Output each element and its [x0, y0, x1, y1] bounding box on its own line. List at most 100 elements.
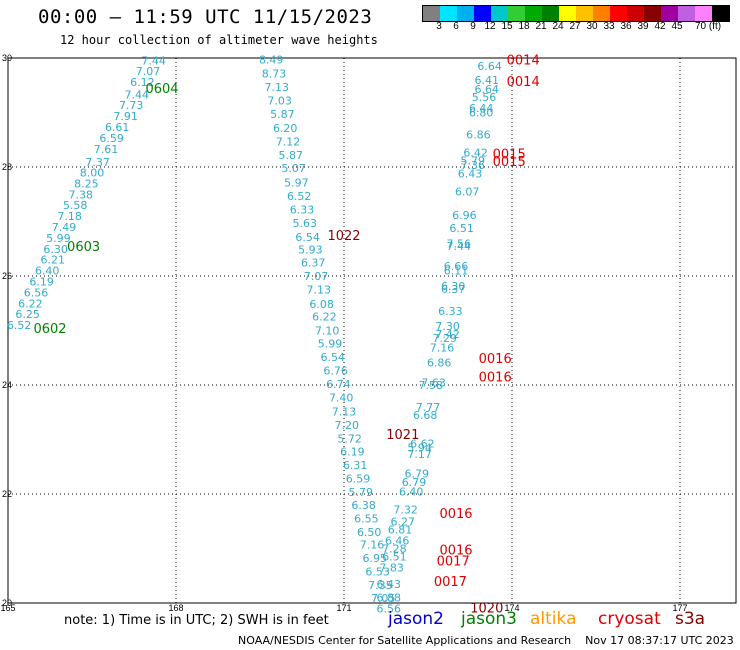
legend-swatch [712, 6, 729, 21]
wave-height-label: 6.40 [35, 265, 60, 278]
wave-height-label: 5.58 [63, 199, 88, 212]
wave-height-label: 5.79 [461, 154, 486, 167]
wave-height-label: 6.95 [363, 552, 388, 565]
wave-height-label: 7.30 [435, 320, 460, 333]
wave-height-label: 6.80 [469, 107, 494, 120]
wave-height-label: 6.43 [458, 168, 483, 181]
wave-height-label: 6.19 [29, 275, 54, 288]
chart-title: 00:00 – 11:59 UTC 11/15/2023 [38, 6, 373, 28]
wave-height-label: 6.43 [377, 578, 402, 591]
legend-tick-label: 18 [518, 21, 530, 32]
wave-height-label: 7.44 [447, 240, 472, 253]
legend-swatch [542, 6, 559, 21]
wave-height-label: 7.13 [265, 81, 290, 94]
wave-height-label: 6.46 [385, 534, 410, 547]
wave-height-label: 6.51 [449, 222, 474, 235]
wave-height-label: 6.22 [312, 310, 337, 323]
satellite-jason3: jason3 [461, 609, 517, 629]
wave-height-label: 5.87 [270, 108, 295, 121]
wave-height-label: 7.61 [94, 143, 119, 156]
pass-time-label: 0016 [479, 352, 512, 367]
wave-height-label: 7.38 [69, 188, 94, 201]
y-tick-label: 24 [2, 380, 12, 390]
wave-height-label: 7.10 [315, 325, 340, 338]
wave-height-label: 8.49 [259, 54, 284, 67]
pass-time-label: 0015 [493, 147, 526, 162]
wave-height-label: 6.52 [7, 319, 32, 332]
x-tick-label: 177 [672, 603, 687, 613]
pass-time-label: 0016 [439, 507, 472, 522]
wave-height-label: 7.36 [461, 159, 486, 172]
wave-height-label: 6.20 [273, 122, 298, 135]
wave-height-label: 7.40 [329, 392, 354, 405]
wave-height-label: 5.93 [298, 243, 323, 256]
wave-height-label: 6.27 [391, 515, 416, 528]
pass-time-label: 0017 [434, 575, 467, 590]
wave-height-label: 7.44 [125, 89, 150, 102]
legend-tick-label: 15 [501, 21, 513, 32]
pass-time-label: 0014 [507, 54, 540, 69]
legend-tick-label: 33 [603, 21, 615, 32]
wave-height-label: 6.59 [99, 132, 124, 145]
legend-tick-label: 6 [453, 21, 459, 32]
x-tick-label: 171 [336, 603, 351, 613]
wave-height-label: 7.37 [85, 156, 110, 169]
legend-tick-label: 9 [470, 21, 476, 32]
pass-time-label: 0602 [33, 322, 66, 337]
pass-time-label: 1022 [327, 229, 360, 244]
wave-height-label: 6.76 [323, 364, 348, 377]
wave-height-label: 8.25 [74, 177, 99, 190]
y-tick-label: 20 [2, 598, 12, 608]
legend-swatch [695, 6, 712, 21]
wave-height-label: 6.30 [441, 280, 466, 293]
y-tick-label: 22 [2, 489, 12, 499]
wave-height-label: 6.08 [309, 298, 334, 311]
wave-height-label: 7.83 [379, 562, 404, 575]
legend-swatch [644, 6, 661, 21]
legend-tick-label: 45 [671, 21, 683, 32]
wave-height-label: 6.30 [43, 243, 68, 256]
wave-height-label: 7.07 [136, 65, 161, 78]
y-tick-label: 30 [2, 53, 12, 63]
legend-swatch [474, 6, 491, 21]
wave-height-label: 5.63 [293, 217, 318, 230]
wave-height-label: 6.66 [444, 260, 469, 273]
legend-swatch [423, 6, 440, 21]
chart-subtitle: 12 hour collection of altimeter wave hei… [60, 33, 378, 47]
x-tick-label: 168 [168, 603, 183, 613]
wave-height-label: 6.40 [399, 485, 424, 498]
wave-height-label: 7.28 [382, 543, 407, 556]
wave-height-label: 6.07 [455, 186, 480, 199]
color-legend-bar [422, 5, 730, 22]
wave-height-label: 7.32 [393, 503, 418, 516]
wave-height-label: 6.81 [388, 523, 413, 536]
pass-time-label: 0017 [437, 554, 470, 569]
legend-swatch [593, 6, 610, 21]
wave-height-label: 6.68 [413, 409, 438, 422]
wave-height-label: 7.07 [304, 270, 329, 283]
wave-height-label: 7.17 [407, 448, 432, 461]
wave-height-label: 6.53 [365, 565, 390, 578]
legend-tick-label: 27 [569, 21, 581, 32]
y-tick-label: 26 [2, 271, 12, 281]
wave-height-label: 7.49 [52, 221, 77, 234]
wave-height-label: 6.44 [469, 102, 494, 115]
wave-height-label: 7.03 [267, 95, 292, 108]
pass-time-label: 0603 [67, 240, 100, 255]
legend-swatch [576, 6, 593, 21]
legend-tick-label: 12 [484, 21, 496, 32]
wave-height-label: 6.38 [351, 499, 376, 512]
wave-height-label: 6.41 [475, 74, 500, 87]
satellite-cryosat: cryosat [598, 609, 661, 629]
legend-tick-label: 30 [586, 21, 598, 32]
legend-swatch [678, 6, 695, 21]
wave-height-label: 5.99 [318, 338, 343, 351]
wave-height-label: 7.12 [276, 135, 301, 148]
legend-swatch [457, 6, 474, 21]
wave-height-label: 7.13 [307, 284, 332, 297]
wave-height-label: 5.94 [407, 442, 432, 455]
wave-height-label: 6.11 [444, 265, 469, 278]
pass-time-label: 0604 [145, 82, 178, 97]
footer-credit: NOAA/NESDIS Center for Satellite Applica… [238, 634, 734, 647]
